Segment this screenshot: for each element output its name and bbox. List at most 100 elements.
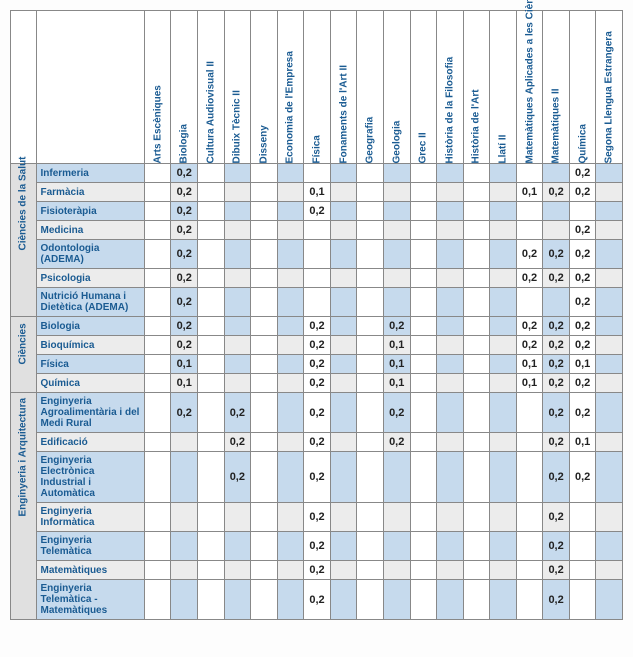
table-row: Matemàtiques0,20,2 [11,561,623,580]
value-cell [437,433,464,452]
value-cell [490,580,517,620]
value-cell [330,561,357,580]
value-cell [596,202,623,221]
value-cell [410,288,437,317]
value-cell [277,240,304,269]
value-cell [277,317,304,336]
value-cell: 0,2 [171,221,198,240]
value-cell [463,336,490,355]
value-cell [171,433,198,452]
value-cell [490,317,517,336]
value-cell [277,452,304,503]
value-cell [490,221,517,240]
table-row: Bioquímica0,20,20,10,20,20,2 [11,336,623,355]
value-cell [596,336,623,355]
value-cell [198,221,225,240]
value-cell [437,393,464,433]
value-cell [569,561,596,580]
table-row: Física0,10,20,10,10,20,1 [11,355,623,374]
value-cell [304,288,331,317]
value-cell [516,503,543,532]
value-cell [437,336,464,355]
value-cell [383,288,410,317]
column-header: Dibuix Tècnic II [224,11,251,164]
value-cell [437,164,464,183]
value-cell [198,580,225,620]
value-cell: 0,2 [304,355,331,374]
column-header: Història de la Filosofia [437,11,464,164]
row-label: Matemàtiques [36,561,144,580]
value-cell: 0,2 [543,336,570,355]
column-header: Llatí II [490,11,517,164]
value-cell [277,393,304,433]
value-cell [437,317,464,336]
value-cell [569,202,596,221]
value-cell [437,561,464,580]
value-cell [198,317,225,336]
value-cell [251,433,278,452]
value-cell [330,580,357,620]
value-cell [198,532,225,561]
value-cell [463,269,490,288]
value-cell [463,317,490,336]
value-cell [357,240,384,269]
value-cell [383,269,410,288]
value-cell [357,355,384,374]
value-cell [251,355,278,374]
value-cell [251,374,278,393]
value-cell [357,532,384,561]
value-cell [463,503,490,532]
value-cell [516,580,543,620]
value-cell [383,240,410,269]
value-cell [490,240,517,269]
value-cell [224,532,251,561]
value-cell: 0,2 [224,433,251,452]
corner-cell [36,11,144,164]
value-cell: 0,2 [304,503,331,532]
value-cell: 0,2 [171,269,198,288]
value-cell [490,433,517,452]
value-cell [277,288,304,317]
value-cell [516,164,543,183]
value-cell [277,374,304,393]
value-cell [144,374,171,393]
table-row: Fisioteràpia0,20,2 [11,202,623,221]
value-cell [251,269,278,288]
value-cell: 0,2 [543,503,570,532]
value-cell: 0,1 [383,355,410,374]
value-cell: 0,2 [543,580,570,620]
value-cell [251,164,278,183]
value-cell [330,336,357,355]
value-cell [251,183,278,202]
value-cell [357,183,384,202]
value-cell: 0,2 [304,452,331,503]
value-cell: 0,1 [516,355,543,374]
value-cell [330,393,357,433]
value-cell [304,221,331,240]
value-cell [357,317,384,336]
value-cell [383,202,410,221]
value-cell: 0,2 [543,269,570,288]
value-cell [463,240,490,269]
value-cell [463,374,490,393]
value-cell [251,561,278,580]
value-cell [224,240,251,269]
column-header: Fonaments de l'Art II [330,11,357,164]
value-cell [410,452,437,503]
value-cell [144,288,171,317]
value-cell [490,503,517,532]
value-cell [463,355,490,374]
row-label: Biologia [36,317,144,336]
column-header: Economia de l'Empresa [277,11,304,164]
table-row: Enginyeria Informàtica0,20,2 [11,503,623,532]
value-cell [490,452,517,503]
value-cell [330,221,357,240]
value-cell: 0,2 [543,355,570,374]
value-cell: 0,2 [171,183,198,202]
value-cell [357,269,384,288]
value-cell [596,221,623,240]
value-cell: 0,2 [543,240,570,269]
value-cell [463,433,490,452]
value-cell [410,164,437,183]
value-cell: 0,2 [516,317,543,336]
